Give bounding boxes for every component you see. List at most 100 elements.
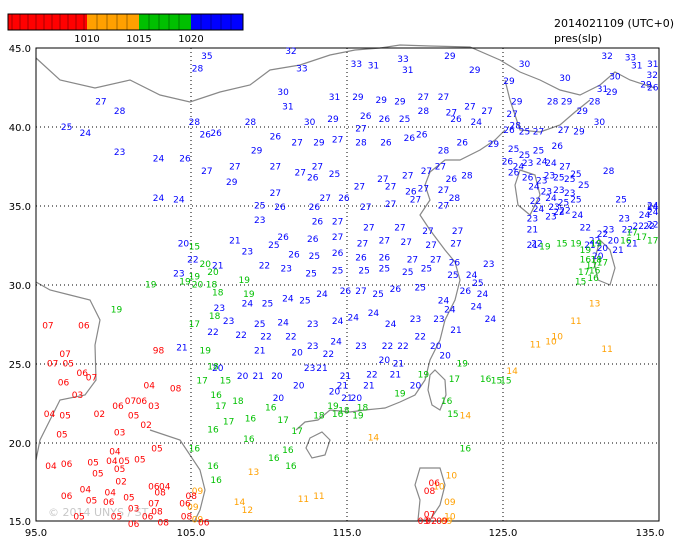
station-value: 22 <box>366 370 377 380</box>
coastlines <box>35 44 656 521</box>
station-value: 25 <box>533 147 544 157</box>
station-value: 29 <box>606 88 618 98</box>
station-value: 21 <box>584 241 595 251</box>
lon-tick-135: 135.0 <box>636 528 665 539</box>
timestamp-label: 2014021109 (UTC+0) <box>554 17 674 30</box>
station-value: 29 <box>226 178 238 188</box>
station-value: 23 <box>541 188 552 198</box>
station-value: 05 <box>111 512 122 522</box>
station-value: 32 <box>601 52 612 62</box>
station-value: 05 <box>119 457 130 467</box>
station-value: 27 <box>435 162 446 172</box>
station-value: 21 <box>341 394 352 404</box>
station-value: 26 <box>522 173 534 183</box>
station-value: 20 <box>192 281 204 291</box>
station-value: 27 <box>452 227 463 237</box>
station-value: 22 <box>580 224 591 234</box>
station-value: 19 <box>243 290 255 300</box>
station-value: 24 <box>647 203 659 213</box>
station-value: 19 <box>418 370 430 380</box>
station-value: 05 <box>134 456 145 466</box>
station-value: 24 <box>647 202 659 212</box>
station-value: 29 <box>503 77 515 87</box>
station-value: 20 <box>212 364 224 374</box>
station-value: 24 <box>466 271 478 281</box>
station-value: 26 <box>200 131 212 141</box>
station-value: 16 <box>580 255 592 265</box>
legend-colorbar <box>7 13 244 31</box>
station-value: 24 <box>639 211 651 221</box>
station-value: 17 <box>291 427 302 437</box>
station-value: 19 <box>591 240 603 250</box>
field-label: pres(slp) <box>554 32 602 45</box>
station-value: 27 <box>355 124 366 134</box>
station-value: 27 <box>229 162 240 172</box>
station-value: 21 <box>316 364 327 374</box>
station-value: 17 <box>626 229 637 239</box>
station-value: 26 <box>210 129 222 139</box>
station-value: 24 <box>242 299 254 309</box>
station-value: 25 <box>329 170 340 180</box>
lat-tick-30: 30.0 <box>9 281 31 292</box>
station-value: 09 <box>192 487 204 497</box>
station-value: 32 <box>647 71 658 81</box>
station-value: 23 <box>307 320 318 330</box>
station-value: 05 <box>92 470 103 480</box>
station-value: 20 <box>207 268 219 278</box>
station-value: 18 <box>338 407 350 417</box>
station-value: 03 <box>72 391 83 401</box>
station-value: 18 <box>591 255 603 265</box>
station-value: 18 <box>357 404 369 414</box>
station-value: 22 <box>530 197 541 207</box>
station-value: 31 <box>368 61 379 71</box>
station-value: 23 <box>544 172 555 182</box>
station-value: 31 <box>282 102 293 112</box>
station-value: 28 <box>114 107 126 117</box>
station-value: 23 <box>603 225 614 235</box>
station-value: 26 <box>457 139 469 149</box>
station-value: 27 <box>559 162 570 172</box>
station-value: 33 <box>397 55 408 65</box>
station-value: 28 <box>245 118 257 128</box>
station-value: 17 <box>647 236 658 246</box>
station-value: 25 <box>379 265 390 275</box>
station-value: 22 <box>559 206 570 216</box>
station-value: 27 <box>355 287 366 297</box>
station-value: 27 <box>291 139 302 149</box>
station-value: 27 <box>379 236 390 246</box>
station-value: 21 <box>527 225 538 235</box>
station-value: 24 <box>444 306 456 316</box>
station-value: 02 <box>140 421 151 431</box>
station-value: 05 <box>56 430 67 440</box>
station-value: 26 <box>274 203 286 213</box>
legend-band-green <box>139 14 191 30</box>
station-value: 27 <box>450 240 461 250</box>
station-value: 27 <box>401 238 412 248</box>
station-value: 28 <box>438 147 450 157</box>
station-value: 15 <box>189 243 200 253</box>
station-value: 18 <box>212 288 224 298</box>
station-value: 25 <box>372 290 383 300</box>
station-value: 23 <box>281 265 292 275</box>
station-value: 24 <box>471 118 483 128</box>
station-value: 17 <box>215 402 226 412</box>
station-value: 22 <box>260 333 271 343</box>
station-value: 07 <box>59 350 70 360</box>
station-value: 08 <box>181 512 193 522</box>
station-value: 28 <box>510 121 522 131</box>
lon-tick-125: 125.0 <box>489 528 518 539</box>
station-value: 19 <box>189 273 201 283</box>
station-value: 24 <box>173 195 185 205</box>
station-value: 17 <box>597 258 608 268</box>
station-value: 06 <box>142 512 154 522</box>
station-value: 26 <box>307 235 319 245</box>
station-value: 22 <box>397 342 408 352</box>
station-value: 23 <box>553 186 564 196</box>
station-value: 26 <box>404 134 416 144</box>
station-value: 24 <box>332 317 344 327</box>
station-value: 08 <box>151 508 163 518</box>
station-value: 25 <box>415 284 426 294</box>
station-value: 22 <box>589 236 600 246</box>
station-value: 27 <box>410 195 421 205</box>
